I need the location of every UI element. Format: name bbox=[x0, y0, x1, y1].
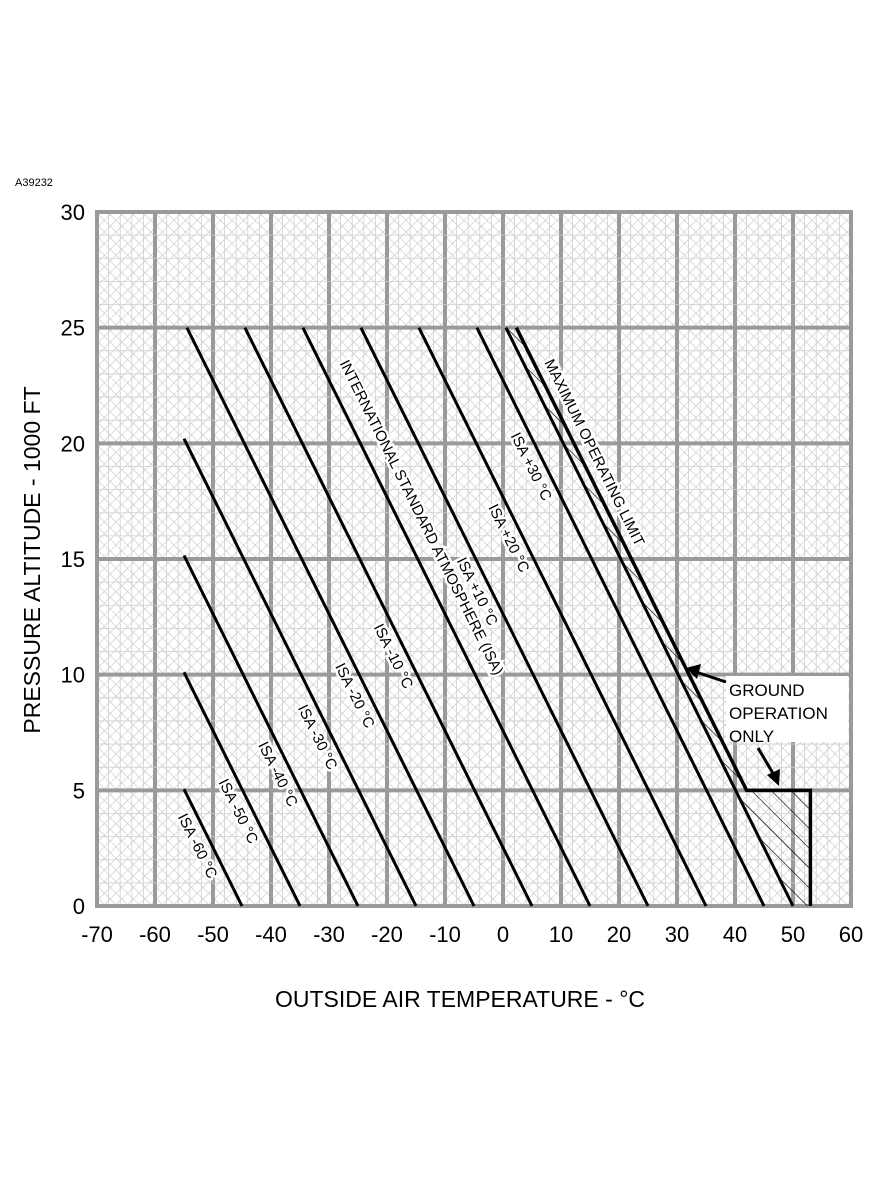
arrow-1 bbox=[695, 670, 727, 684]
x-tick-label: -10 bbox=[429, 922, 461, 947]
isa-lines bbox=[182, 326, 766, 907]
x-tick-label: -30 bbox=[313, 922, 345, 947]
ground-operation-zone bbox=[735, 790, 811, 906]
y-tick-label: 5 bbox=[73, 778, 85, 803]
x-tick-label: 50 bbox=[781, 922, 805, 947]
x-tick-label: -60 bbox=[139, 922, 171, 947]
y-axis-label: PRESSURE ALTITUDE - 1000 FT bbox=[19, 386, 45, 733]
y-tick-label: 25 bbox=[61, 316, 85, 341]
x-axis-label: OUTSIDE AIR TEMPERATURE - °C bbox=[275, 986, 645, 1012]
isa-line bbox=[243, 326, 534, 907]
x-tick-label: -70 bbox=[81, 922, 113, 947]
x-tick-labels: -70 -60 -50 -40 -30 -20 -10 0 10 20 30 40 50 60 bbox=[81, 922, 863, 947]
ground-operation-regions bbox=[504, 326, 811, 907]
isa-line bbox=[417, 326, 708, 907]
isa-line bbox=[182, 671, 302, 907]
y-tick-label: 0 bbox=[73, 894, 85, 919]
max-operating-limit bbox=[514, 326, 813, 906]
x-tick-label: 40 bbox=[723, 922, 747, 947]
figure-id: A39232 bbox=[15, 177, 53, 189]
x-tick-label: 0 bbox=[497, 922, 509, 947]
y-tick-labels: 0 5 10 15 20 25 30 bbox=[61, 200, 85, 919]
x-tick-label: 10 bbox=[549, 922, 573, 947]
annotation-line-2: OPERATION bbox=[729, 704, 828, 723]
y-tick-label: 10 bbox=[61, 663, 85, 688]
x-tick-label: -20 bbox=[371, 922, 403, 947]
max-operating-limit-line bbox=[514, 326, 813, 906]
isa-line bbox=[182, 437, 418, 907]
y-tick-label: 20 bbox=[61, 431, 85, 456]
x-tick-label: -40 bbox=[255, 922, 287, 947]
y-tick-label: 30 bbox=[61, 200, 85, 225]
x-tick-label: 30 bbox=[665, 922, 689, 947]
ground-operation-annotation: GROUND OPERATION ONLY bbox=[686, 664, 848, 786]
annotation-background bbox=[726, 676, 848, 742]
isa-line bbox=[475, 326, 766, 907]
annotation-line-3: ONLY bbox=[729, 727, 774, 746]
arrow-2 bbox=[756, 747, 776, 776]
annotation-line-1: GROUND bbox=[729, 681, 805, 700]
isa-line bbox=[182, 554, 360, 907]
x-tick-label: 60 bbox=[839, 922, 863, 947]
isa-line bbox=[185, 326, 476, 907]
arrow-1-head bbox=[686, 664, 701, 679]
x-tick-label: -50 bbox=[197, 922, 229, 947]
ground-operation-boundary-line bbox=[504, 326, 795, 907]
x-tick-label: 20 bbox=[607, 922, 631, 947]
arrow-2-head bbox=[767, 769, 780, 786]
isa-line bbox=[359, 326, 650, 907]
isa-line bbox=[182, 788, 244, 907]
ground-operation-strip bbox=[505, 327, 747, 791]
y-tick-label: 15 bbox=[61, 547, 85, 572]
isa-line bbox=[301, 326, 592, 907]
